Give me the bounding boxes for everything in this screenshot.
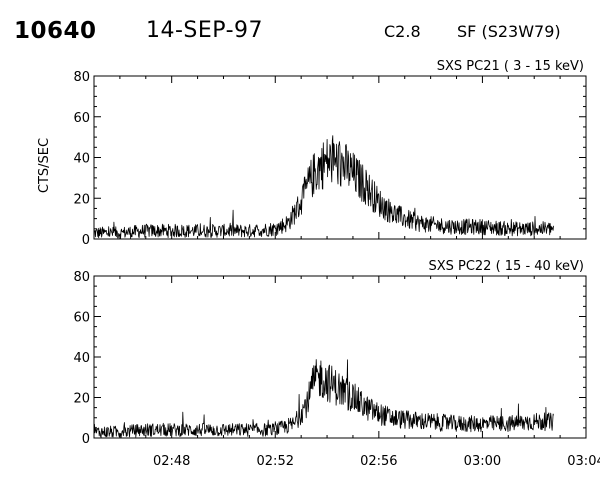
- event-date: 14-SEP-97: [146, 18, 264, 43]
- series-line-0: [93, 135, 554, 239]
- y-tick-label: 0: [82, 432, 90, 447]
- flare-location: SF (S23W79): [457, 22, 561, 41]
- y-tick-label: 20: [73, 192, 90, 207]
- y-tick-label: 0: [82, 233, 90, 248]
- flare-class: C2.8: [384, 22, 421, 41]
- y-tick-label: 80: [73, 270, 90, 285]
- y-tick-label: 60: [73, 111, 90, 126]
- event-id: 10640: [14, 18, 97, 44]
- y-axis-label: CTS/SEC: [37, 138, 52, 193]
- y-tick-label: 60: [73, 311, 90, 326]
- x-tick-label: 02:56: [360, 454, 397, 469]
- x-tick-label: 03:04: [567, 454, 600, 469]
- plot-frame: [93, 275, 587, 439]
- x-tick-label: 02:48: [153, 454, 190, 469]
- y-tick-label: 40: [73, 351, 90, 366]
- y-tick-label: 40: [73, 152, 90, 167]
- panel-title: SXS PC21 ( 3 - 15 keV): [437, 59, 584, 74]
- x-tick-label: 03:00: [464, 454, 501, 469]
- y-tick-label: 80: [73, 70, 90, 85]
- x-tick-label: 02:52: [257, 454, 294, 469]
- y-tick-label: 20: [73, 392, 90, 407]
- series-line-0: [93, 359, 554, 438]
- panel-title: SXS PC22 ( 15 - 40 keV): [428, 259, 584, 274]
